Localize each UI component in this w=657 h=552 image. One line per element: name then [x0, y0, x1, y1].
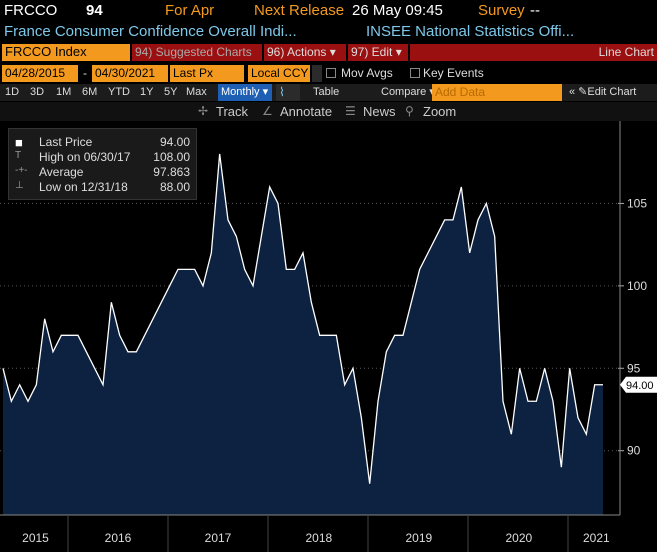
x-axis-band	[0, 515, 657, 552]
tool-button[interactable]: Zoom	[423, 104, 457, 119]
legend: ■ Last Price 94.00 T High on 06/30/17 108.00 -…	[8, 128, 197, 200]
tool-icon: ∠	[262, 104, 273, 118]
x-tick-label: 2015	[22, 531, 49, 545]
range-button[interactable]: 1M	[56, 86, 72, 98]
start-date[interactable]: 04/28/2015	[2, 65, 78, 82]
last-value: 94	[86, 2, 103, 19]
legend-value: 88.00	[159, 180, 190, 194]
x-tick-label: 2018	[305, 531, 332, 545]
range-button[interactable]: 1Y	[140, 86, 154, 98]
legend-symbol: ⊥	[15, 180, 24, 191]
range-button[interactable]: Max	[186, 86, 207, 98]
ticker: FRCCO	[4, 2, 58, 19]
mov-avgs-check[interactable]	[326, 68, 336, 78]
security-field[interactable]: FRCCO Index	[2, 44, 130, 61]
x-tick-label: 2019	[405, 531, 432, 545]
currency-drop[interactable]	[312, 65, 322, 82]
tool-icon: ☰	[345, 104, 356, 118]
edit-chart[interactable]: « ✎Edit Chart	[566, 84, 657, 101]
period: For Apr	[165, 2, 215, 19]
range-button[interactable]: 1D	[5, 86, 20, 98]
date-dash: -	[83, 66, 87, 80]
last-value-label: 94.00	[626, 380, 654, 392]
key-events-check[interactable]	[410, 68, 420, 78]
source: INSEE National Statistics Offi...	[366, 23, 575, 40]
area	[3, 153, 603, 515]
legend-label: Low on 12/31/18	[39, 180, 128, 194]
legend-label: High on 06/30/17	[39, 150, 131, 164]
next-release: 26 May 09:45	[352, 2, 443, 19]
description: France Consumer Confidence Overall Indi.…	[4, 23, 297, 40]
legend-label: Last Price	[39, 135, 93, 149]
x-tick-label: 2020	[505, 531, 532, 545]
next-release-label: Next Release	[254, 2, 345, 19]
table-button[interactable]: Table	[313, 86, 340, 98]
y-tick-label: 100	[627, 279, 647, 293]
mov-avgs[interactable]: Mov Avgs	[341, 66, 393, 80]
tool-button[interactable]: Annotate	[280, 104, 333, 119]
chart-icon[interactable]: ⌇	[276, 84, 300, 101]
line	[2, 153, 603, 484]
tool-icon: ⚲	[405, 104, 414, 118]
range-button[interactable]: 6M	[82, 86, 98, 98]
legend-value: 97.863	[153, 165, 190, 179]
field[interactable]: Last Px	[170, 65, 244, 82]
tool-button[interactable]: Track	[216, 104, 249, 119]
tool-icon: ✢	[198, 104, 209, 118]
actions-menu[interactable]: 96) Actions ▾	[264, 44, 346, 61]
legend-label: Average	[39, 165, 84, 179]
chart-kind[interactable]: Line Chart	[410, 44, 657, 61]
survey-label: Survey	[478, 2, 525, 19]
y-tick-label: 90	[627, 444, 641, 458]
frequency[interactable]: Monthly ▾	[218, 84, 272, 101]
tool-button[interactable]: News	[363, 104, 396, 119]
edit-chart-label: Edit Chart	[587, 86, 637, 98]
last-value-tag	[620, 376, 657, 393]
settings-row: 04/28/2015 - 04/30/2021 Last Px Local CC…	[0, 65, 657, 82]
add-data[interactable]: Add Data	[432, 84, 562, 101]
range-row: Monthly ▾ ⌇ Table Compare ▾ Add Data « ✎…	[0, 84, 657, 101]
y-tick-label: 95	[627, 361, 641, 375]
compare-button[interactable]: Compare ▾	[381, 86, 435, 98]
edit-chart-icon: « ✎	[569, 86, 588, 98]
range-button[interactable]: 3D	[30, 86, 45, 98]
y-tick-label: 105	[627, 196, 647, 210]
legend-symbol: ■	[15, 135, 23, 150]
suggested-charts[interactable]: 94) Suggested Charts	[132, 44, 262, 61]
header-row: FRCCO 94 For Apr Next Release 26 May 09:…	[0, 0, 657, 22]
x-tick-label: 2021	[583, 531, 610, 545]
description-row: France Consumer Confidence Overall Indi.…	[0, 22, 657, 42]
currency[interactable]: Local CCY	[248, 65, 310, 82]
range-button[interactable]: YTD	[108, 86, 130, 98]
survey: --	[530, 2, 540, 19]
key-events[interactable]: Key Events	[423, 66, 484, 80]
range-button[interactable]: 5Y	[164, 86, 178, 98]
end-date[interactable]: 04/30/2021	[92, 65, 168, 82]
command-row: FRCCO Index 94) Suggested Charts 96) Act…	[0, 44, 657, 62]
legend-symbol: T	[15, 150, 22, 161]
legend-symbol: -+-	[15, 165, 28, 176]
x-tick-label: 2017	[205, 531, 232, 545]
legend-value: 94.00	[159, 135, 190, 149]
chart: 90 95 100 105 94.00 2015 2016 2017 2018 2019 2020 2…	[0, 121, 657, 552]
tools-row: ✢ Track ∠ Annotate ☰ News ⚲ Zoom	[0, 102, 657, 121]
legend-value: 108.00	[153, 150, 190, 164]
edit-menu[interactable]: 97) Edit ▾	[348, 44, 408, 61]
x-tick-label: 2016	[105, 531, 132, 545]
